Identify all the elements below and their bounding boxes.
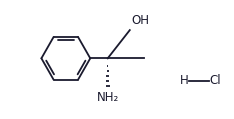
Text: H: H	[180, 74, 189, 87]
Text: OH: OH	[132, 14, 150, 27]
Text: Cl: Cl	[209, 74, 220, 87]
Text: NH₂: NH₂	[97, 91, 119, 104]
